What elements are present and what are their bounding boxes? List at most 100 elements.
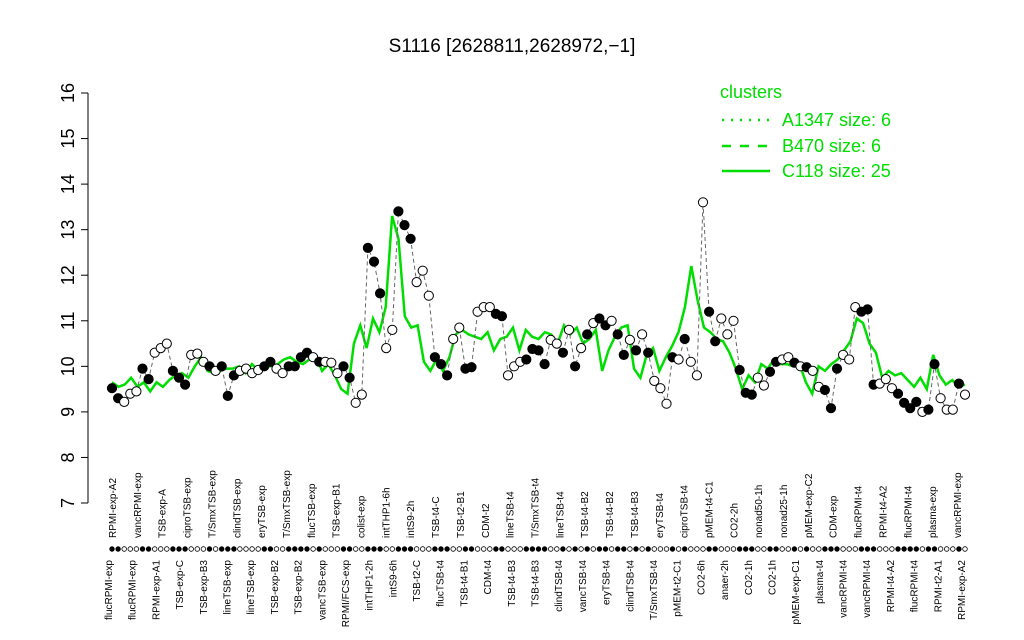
rug-mark — [870, 546, 877, 552]
x-tick-label-bottom: lineTSB-exp — [223, 560, 234, 615]
rug-mark — [560, 546, 566, 552]
data-point — [375, 288, 386, 299]
rug-mark — [755, 546, 761, 552]
y-tick-label: 12 — [58, 265, 78, 285]
x-tick-label-bottom: vancRPMI-t4 — [862, 560, 873, 618]
rug-mark — [529, 546, 536, 552]
data-point — [618, 349, 629, 360]
rug-mark — [359, 546, 365, 552]
data-point — [265, 356, 276, 367]
legend-label-b470: B470 size: 6 — [782, 136, 881, 156]
data-point — [734, 364, 745, 376]
data-point — [710, 336, 721, 347]
x-tick-label-bottom: pMEM-t2-C1 — [673, 560, 684, 617]
data-point — [606, 315, 617, 326]
rug-mark — [389, 546, 395, 552]
x-tick-label-bottom: TSB-t4-B3 — [531, 560, 542, 607]
data-point — [429, 352, 440, 363]
data-point — [947, 404, 958, 415]
rug-mark — [267, 546, 274, 552]
x-tick-labels: RPMI-exp-A2 vancRPMI-exp TSB-exp-A ciproTSB… — [104, 470, 968, 627]
rug-mark — [109, 546, 115, 552]
data-point — [454, 322, 465, 333]
rug-mark — [365, 546, 371, 552]
rug-mark — [834, 546, 840, 552]
rug-mark — [499, 546, 505, 552]
x-tick-label-top: intTHP1-6h — [381, 487, 392, 538]
y-tick-label: 11 — [58, 311, 78, 330]
rug-mark — [907, 546, 913, 552]
rug-mark — [298, 546, 304, 552]
x-tick-label-top: T/SmxTSB-t4 — [531, 478, 542, 538]
x-tick-label-top: lineTSB-t4 — [555, 491, 566, 538]
rug-mark — [901, 546, 907, 552]
data-point — [807, 365, 818, 376]
rug-mark — [639, 546, 645, 552]
data-point — [929, 359, 940, 370]
rug-mark — [736, 546, 743, 552]
rug-mark — [913, 546, 919, 552]
x-tick-label-top: intS9-2h — [406, 501, 417, 538]
data-point — [673, 354, 684, 365]
rug-mark — [487, 546, 493, 552]
rug-mark — [249, 546, 255, 552]
x-tick-label-top: pMEM-t4-C1 — [705, 481, 716, 538]
data-point — [417, 265, 428, 276]
data-point — [448, 333, 459, 345]
rug-mark — [517, 546, 523, 552]
rug-mark — [810, 546, 816, 552]
x-tick-label-top: CDM-t2 — [481, 503, 492, 538]
x-tick-label-top: CO2-2h — [729, 503, 740, 538]
rug-mark — [554, 546, 560, 552]
rug-mark — [353, 546, 359, 552]
data-point — [844, 354, 855, 365]
x-tick-label-bottom: vancRPMI-t4 — [839, 560, 850, 618]
x-tick-label-bottom: CO2-1h — [744, 560, 755, 595]
rug-mark — [200, 546, 207, 552]
x-tick-label-bottom: RPMI-t2-A1 — [933, 560, 944, 613]
x-tick-label-bottom: clindTSB-t4 — [625, 560, 636, 612]
rug-mark — [456, 546, 462, 552]
data-point — [722, 329, 733, 340]
rug-mark — [462, 546, 469, 552]
rug-mark — [170, 546, 176, 552]
rug-mark — [316, 546, 322, 552]
data-point — [173, 372, 185, 383]
data-point — [935, 393, 946, 404]
rug-mark — [956, 546, 962, 552]
rug-mark — [121, 546, 127, 552]
rug-mark — [803, 546, 810, 552]
rug-mark — [310, 546, 316, 552]
data-point — [277, 368, 288, 379]
y-tick-label: 7 — [58, 498, 78, 508]
x-tick-label-top: TSB-exp-B1 — [332, 483, 343, 538]
data-point — [216, 361, 227, 372]
rug-mark — [133, 546, 140, 552]
data-point — [106, 383, 118, 394]
rug-mark — [895, 546, 901, 552]
rug-mark — [596, 546, 603, 552]
x-tick-label-top: TSB-t4-B2 — [580, 491, 591, 538]
x-tick-label-bottom: RPMI-exp-A1 — [151, 560, 162, 620]
rug-mark — [852, 546, 858, 552]
rug-mark — [493, 546, 499, 552]
x-tick-label-top: nonad25-1h — [779, 485, 790, 538]
x-tick-label-bottom: RPMI-exp-A2 — [957, 560, 968, 620]
data-point — [923, 404, 934, 415]
y-tick-label: 15 — [58, 129, 78, 149]
rug-mark — [840, 546, 846, 552]
data-point — [289, 361, 300, 372]
data-point — [131, 386, 142, 397]
rug-mark — [115, 546, 121, 552]
rug-mark — [286, 546, 292, 552]
rug-mark — [541, 546, 548, 552]
x-tick-label-top: T/SmxTSB-exp — [282, 470, 293, 538]
x-tick-label-bottom: flucRPMI-exp — [104, 560, 115, 620]
data-point — [661, 398, 672, 409]
data-point — [697, 197, 709, 208]
data-point — [119, 396, 130, 407]
rug-mark — [206, 546, 213, 552]
rug-mark — [962, 546, 968, 552]
rug-mark — [450, 546, 456, 552]
rug-mark — [584, 546, 590, 552]
